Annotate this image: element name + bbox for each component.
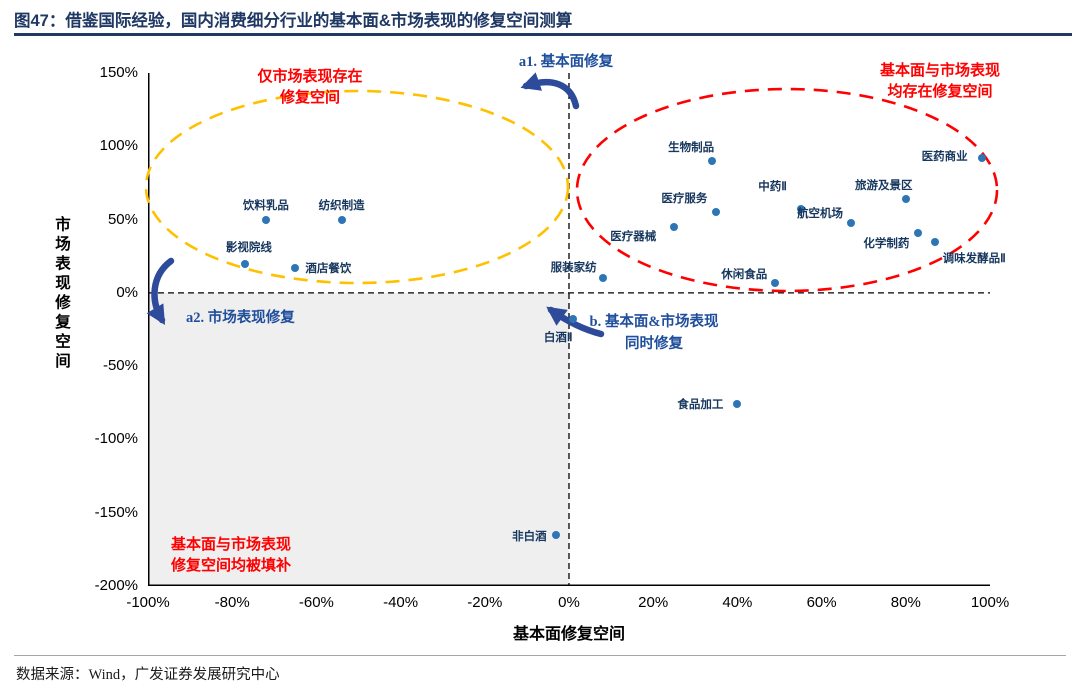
data-point-label: 休闲食品 bbox=[721, 268, 768, 281]
data-point bbox=[261, 215, 270, 224]
data-point bbox=[771, 278, 780, 287]
x-tick-label: 80% bbox=[890, 594, 921, 611]
data-point-label: 医药商业 bbox=[921, 151, 968, 163]
data-point bbox=[291, 263, 300, 272]
annotation-a1-fundamental-repair: a1. 基本面修复 bbox=[518, 54, 614, 70]
x-tick-label: 60% bbox=[806, 594, 837, 611]
chart-overlay-svg bbox=[144, 72, 999, 586]
annotation-text-line: 均存在修复空间 bbox=[887, 84, 993, 100]
data-point-label: 医疗器械 bbox=[610, 230, 657, 243]
data-point-label: 饮料乳品 bbox=[242, 199, 289, 212]
annotation-b-simultaneous-repair: b. 基本面&市场表现 同时修复 bbox=[590, 311, 719, 355]
b-arrow bbox=[546, 306, 605, 338]
y-tick-label: 100% bbox=[99, 137, 138, 155]
data-point-label: 航空机场 bbox=[797, 207, 844, 220]
figure-title: 借鉴国际经验，国内消费细分行业的基本面&市场表现的修复空间测算 bbox=[65, 12, 573, 30]
annotation-text-line: 基本面与市场表现 bbox=[879, 63, 1001, 79]
x-tick-label: 100% bbox=[970, 594, 1010, 611]
data-point-label: 旅游及景区 bbox=[855, 180, 913, 193]
data-point bbox=[901, 195, 910, 204]
data-point-label: 食品加工 bbox=[677, 399, 724, 412]
data-point bbox=[733, 400, 742, 409]
annotation-repair-space-filled: 基本面与市场表现 修复空间均被填补 bbox=[171, 535, 291, 577]
x-tick-label: -60% bbox=[298, 594, 334, 611]
data-point-label: 调味发酵品Ⅱ bbox=[942, 252, 1006, 265]
a1-arrow bbox=[520, 72, 580, 110]
y-tick-label: -200% bbox=[94, 577, 138, 594]
data-point-label: 白酒Ⅱ bbox=[543, 332, 573, 345]
x-tick-label: 20% bbox=[638, 594, 669, 611]
data-point-label: 影视院线 bbox=[225, 241, 272, 254]
data-point-label: 化学制药 bbox=[863, 237, 910, 250]
data-point bbox=[337, 215, 346, 224]
data-point-label: 服装家纺 bbox=[550, 262, 597, 275]
x-tick-label: -20% bbox=[467, 594, 503, 611]
x-tick-label: -40% bbox=[383, 594, 419, 611]
data-point bbox=[569, 315, 578, 324]
y-tick-label: -150% bbox=[94, 503, 138, 521]
data-point-label: 酒店餐饮 bbox=[305, 262, 352, 275]
yellow-dashed-ellipse bbox=[144, 89, 570, 285]
annotation-text-line: b. 基本面&市场表现 bbox=[589, 314, 719, 330]
data-point bbox=[847, 218, 856, 227]
data-point bbox=[977, 154, 986, 162]
data-point bbox=[712, 208, 721, 217]
data-point bbox=[796, 205, 805, 214]
x-tick-label: -100% bbox=[126, 594, 170, 611]
data-point bbox=[670, 222, 679, 231]
data-point bbox=[914, 228, 923, 237]
annotation-text-line: 修复空间 bbox=[279, 90, 341, 106]
footer-divider bbox=[14, 655, 1066, 656]
y-tick-label: 0% bbox=[116, 283, 138, 301]
annotation-text-line: 同时修复 bbox=[625, 336, 683, 352]
x-tick-label: 40% bbox=[722, 594, 753, 611]
annotation-text-line: 仅市场表现存在 bbox=[257, 69, 363, 85]
data-source: 数据来源：Wind，广发证券发展研究中心 bbox=[16, 667, 280, 683]
data-point-label: 医疗服务 bbox=[661, 193, 708, 206]
data-point-label: 中药Ⅱ bbox=[758, 181, 787, 194]
data-point bbox=[598, 274, 607, 283]
scatter-points-layer: 饮料乳品 纺织制造影视院线酒店餐饮 服装家纺白酒Ⅱ 生物制品医疗服务医疗器械 中药Ⅱ 航空… bbox=[148, 73, 1006, 586]
data-point-label: 非白酒 bbox=[512, 530, 547, 543]
annotation-text-line: 基本面与市场表现 bbox=[170, 537, 292, 553]
data-point-label: 生物制品 bbox=[668, 141, 715, 154]
x-axis-title: 基本面修复空间 bbox=[512, 626, 626, 643]
a2-arrow bbox=[146, 257, 175, 326]
bottom-left-quadrant-shade bbox=[148, 292, 569, 586]
figure-header: 图47：借鉴国际经验，国内消费细分行业的基本面&市场表现的修复空间测算 bbox=[14, 7, 572, 31]
data-point-label: 纺织制造 bbox=[318, 199, 365, 212]
title-divider bbox=[14, 33, 1072, 36]
y-tick-label: 50% bbox=[107, 210, 138, 228]
annotation-a2-market-repair: a2. 市场表现修复 bbox=[186, 310, 295, 326]
annotation-both-repair-space: 基本面与市场表现 均存在修复空间 bbox=[880, 61, 1000, 103]
annotation-market-only-repair-space: 仅市场表现存在 修复空间 bbox=[257, 67, 362, 109]
y-tick-label: -50% bbox=[102, 357, 138, 375]
red-dashed-ellipse bbox=[575, 87, 999, 293]
y-axis-title: 市场表现修复空间 bbox=[53, 216, 70, 372]
figure-number: 图47： bbox=[14, 12, 66, 30]
annotation-text-line: 修复空间均被填补 bbox=[170, 558, 292, 574]
data-point bbox=[240, 259, 249, 268]
y-tick-label: 150% bbox=[99, 64, 138, 81]
data-point bbox=[708, 156, 717, 165]
chart-overlay bbox=[144, 72, 999, 586]
data-point bbox=[552, 530, 561, 539]
x-tick-label: -80% bbox=[214, 594, 250, 611]
y-tick-label: -100% bbox=[94, 430, 138, 448]
data-point bbox=[931, 237, 940, 246]
plot-area: 饮料乳品 纺织制造影视院线酒店餐饮 服装家纺白酒Ⅱ 生物制品医疗服务医疗器械 中药Ⅱ 航空… bbox=[144, 54, 1006, 586]
x-tick-label: 0% bbox=[558, 594, 580, 611]
